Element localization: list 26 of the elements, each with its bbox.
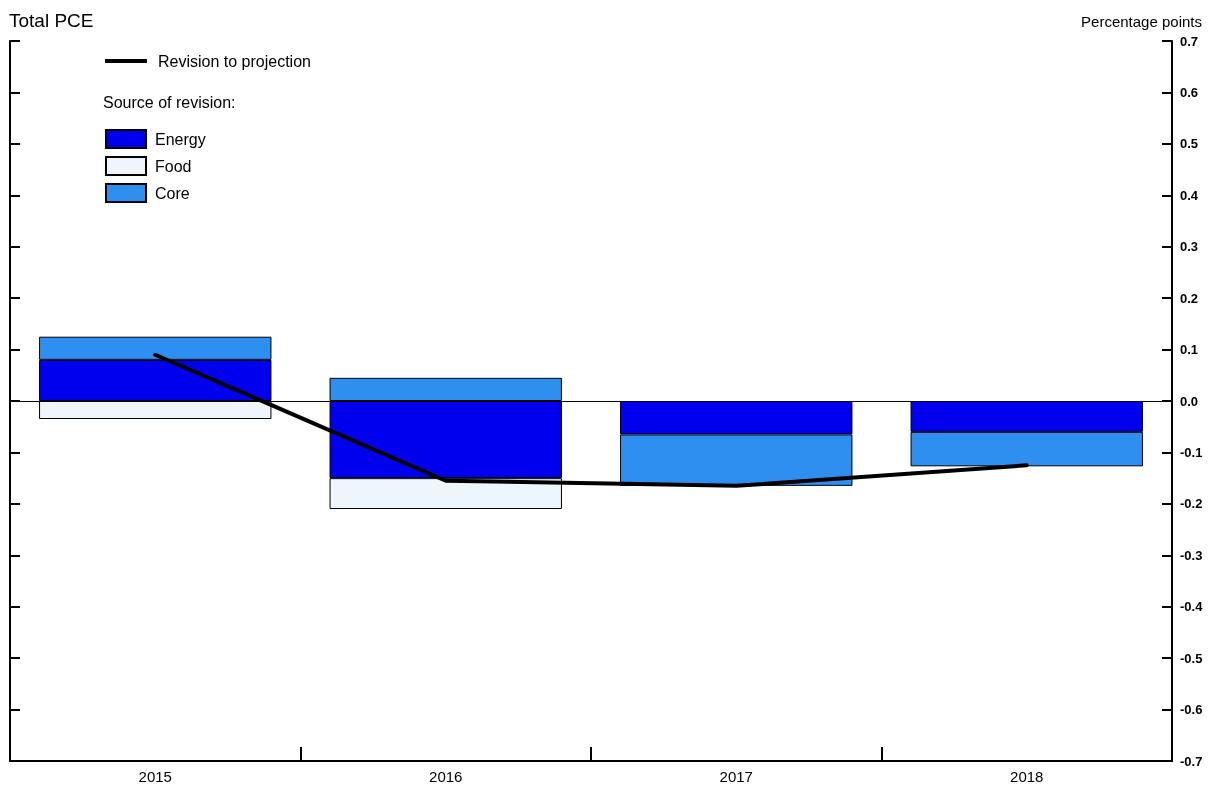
x-tick-label: 2016: [429, 768, 463, 785]
y-tick-label: 0.4: [1180, 187, 1199, 203]
y-tick-label: 0.1: [1180, 342, 1199, 358]
x-tick-label: 2015: [138, 768, 172, 785]
y-tick-label: -0.3: [1180, 547, 1203, 563]
legend-title: Source of revision:: [103, 93, 236, 111]
y-tick-label: -0.2: [1180, 496, 1203, 512]
y-tick-label: 0.7: [1180, 33, 1199, 49]
y-tick-label: -0.7: [1180, 753, 1203, 769]
y-tick-label: 0.2: [1180, 290, 1199, 306]
chart-title: Total PCE: [9, 10, 94, 31]
y-tick-label: 0.3: [1180, 239, 1199, 255]
legend-label: Revision to projection: [158, 52, 311, 70]
y-tick-label: 0.6: [1180, 84, 1199, 100]
y-tick-label: -0.6: [1180, 702, 1203, 718]
y-tick-label: -0.4: [1180, 599, 1204, 615]
y-tick-label: -0.5: [1180, 650, 1203, 666]
y-tick-label: -0.1: [1180, 444, 1203, 460]
legend-label: Core: [155, 184, 190, 202]
x-tick-label: 2018: [1010, 768, 1044, 785]
y-axis-title: Percentage points: [1081, 13, 1202, 30]
legend-label: Energy: [155, 130, 206, 148]
y-tick-label: 0.5: [1180, 136, 1199, 152]
x-tick-label: 2017: [719, 768, 753, 785]
legend-label: Food: [155, 157, 192, 175]
y-tick-label: 0.0: [1180, 393, 1199, 409]
